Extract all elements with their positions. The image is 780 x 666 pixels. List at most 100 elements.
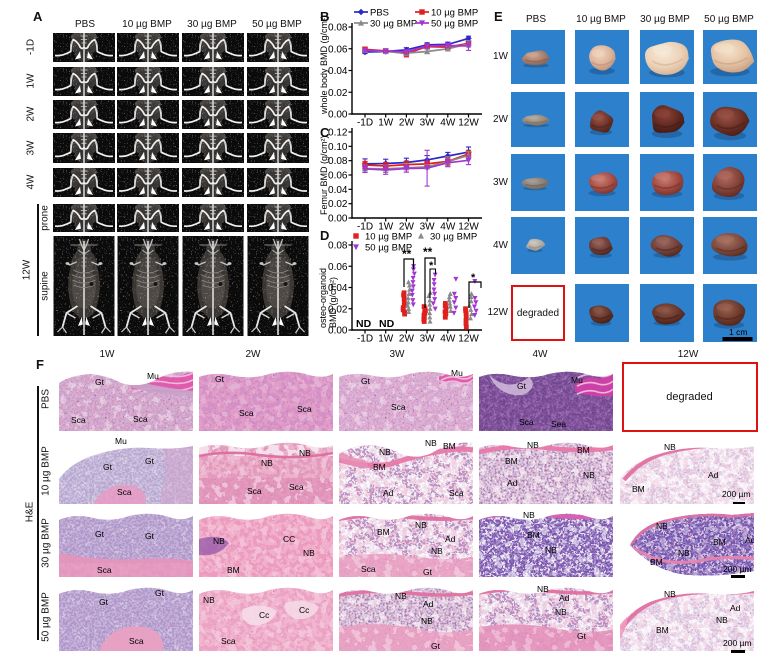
svg-text:NB: NB [716, 615, 728, 625]
svg-text:Sca: Sca [117, 487, 132, 497]
svg-text:NB: NB [421, 616, 433, 626]
svg-text:BM: BM [650, 557, 663, 567]
svg-text:50 µg BMP: 50 µg BMP [365, 243, 412, 254]
svg-text:Cc: Cc [259, 610, 270, 620]
svg-text:0.04: 0.04 [328, 283, 348, 294]
svg-text:Sca: Sca [133, 414, 148, 424]
svg-text:Sca: Sca [71, 415, 86, 425]
svg-text:BMD (g/cm²): BMD (g/cm²) [328, 277, 338, 328]
svg-text:Gt: Gt [361, 376, 371, 386]
svg-text:BM: BM [713, 537, 726, 547]
svg-text:Ad: Ad [559, 593, 570, 603]
svg-text:Ad: Ad [445, 534, 456, 544]
svg-text:0.00: 0.00 [328, 326, 348, 337]
svg-text:30 µg BMP: 30 µg BMP [370, 19, 417, 30]
svg-text:NB: NB [379, 447, 391, 457]
svg-text:1W: 1W [378, 118, 394, 129]
svg-text:0.02: 0.02 [328, 88, 348, 99]
svg-text:12W: 12W [458, 334, 479, 345]
svg-text:-1D: -1D [357, 222, 373, 233]
svg-text:0.04: 0.04 [328, 66, 348, 77]
svg-text:NB: NB [203, 595, 215, 605]
svg-text:NB: NB [545, 545, 557, 555]
svg-text:Sca: Sca [97, 565, 112, 575]
svg-text:Sea: Sea [551, 419, 566, 429]
svg-text:NB: NB [678, 548, 690, 558]
svg-text:Sca: Sca [297, 404, 312, 414]
svg-text:200 µm: 200 µm [723, 564, 752, 574]
svg-text:Sca: Sca [247, 486, 262, 496]
svg-text:whole body BMD (g/cm²): whole body BMD (g/cm²) [319, 15, 329, 115]
svg-text:NB: NB [555, 607, 567, 617]
svg-text:NB: NB [664, 442, 676, 452]
svg-text:NB: NB [527, 440, 539, 450]
svg-text:4W: 4W [440, 118, 456, 129]
svg-text:12W: 12W [458, 222, 479, 233]
svg-text:0.06: 0.06 [328, 44, 348, 55]
svg-text:-1D: -1D [357, 334, 373, 345]
svg-text:Ad: Ad [507, 478, 518, 488]
svg-text:Mu: Mu [115, 438, 127, 446]
svg-text:BM: BM [632, 484, 645, 494]
svg-text:NB: NB [261, 458, 273, 468]
svg-text:BM: BM [527, 530, 540, 540]
svg-text:0.02: 0.02 [328, 304, 348, 315]
svg-text:12W: 12W [458, 118, 479, 129]
svg-text:4W: 4W [440, 222, 456, 233]
svg-text:Gt: Gt [145, 456, 155, 466]
svg-text:0.08: 0.08 [328, 156, 348, 167]
svg-text:-1D: -1D [357, 118, 373, 129]
svg-text:Sca: Sca [289, 482, 304, 492]
svg-text:0.08: 0.08 [328, 241, 348, 252]
svg-text:NB: NB [213, 536, 225, 546]
svg-text:0.04: 0.04 [328, 185, 348, 196]
svg-text:Ad: Ad [745, 535, 754, 545]
svg-text:NB: NB [395, 591, 407, 601]
svg-text:NB: NB [664, 589, 676, 599]
svg-text:**: ** [402, 247, 412, 261]
svg-text:NB: NB [299, 448, 311, 458]
svg-text:Gt: Gt [95, 377, 105, 387]
svg-text:NB: NB [415, 520, 427, 530]
svg-text:BM: BM [656, 625, 669, 635]
svg-text:0.00: 0.00 [328, 214, 348, 225]
svg-text:Femur BMD (g/cm²): Femur BMD (g/cm²) [319, 136, 329, 216]
svg-text:Gt: Gt [517, 381, 527, 391]
svg-text:Gt: Gt [431, 641, 441, 651]
svg-text:4W: 4W [440, 334, 456, 345]
svg-text:NB: NB [303, 548, 315, 558]
svg-text:30 µg BMP: 30 µg BMP [430, 232, 477, 243]
svg-text:Mu: Mu [147, 371, 159, 381]
svg-text:0.00: 0.00 [328, 110, 348, 121]
svg-text:NB: NB [523, 510, 535, 520]
svg-text:0.12: 0.12 [328, 128, 348, 139]
svg-text:Sca: Sca [239, 408, 254, 418]
svg-text:Gt: Gt [155, 588, 165, 598]
svg-text:NB: NB [656, 521, 668, 531]
svg-text:0.06: 0.06 [328, 171, 348, 182]
svg-text:Mu: Mu [571, 375, 583, 385]
svg-text:0.08: 0.08 [328, 23, 348, 34]
svg-text:PBS: PBS [370, 8, 389, 19]
svg-text:Gt: Gt [95, 529, 105, 539]
svg-text:BM: BM [577, 445, 590, 455]
svg-text:Gt: Gt [215, 374, 225, 384]
svg-text:0.06: 0.06 [328, 262, 348, 273]
svg-text:Sca: Sca [449, 488, 464, 498]
svg-text:1W: 1W [378, 334, 394, 345]
svg-text:BM: BM [373, 462, 386, 472]
svg-text:3W: 3W [420, 222, 436, 233]
svg-text:2W: 2W [399, 334, 415, 345]
svg-text:Sca: Sca [361, 564, 376, 574]
svg-text:CC: CC [283, 534, 295, 544]
svg-text:Gt: Gt [577, 631, 587, 641]
svg-text:1W: 1W [378, 222, 394, 233]
svg-text:Gt: Gt [145, 531, 155, 541]
svg-text:**: ** [423, 245, 433, 259]
svg-text:ND: ND [356, 318, 372, 330]
svg-text:Mu: Mu [451, 368, 463, 378]
svg-text:10 µg BMP: 10 µg BMP [365, 232, 412, 243]
svg-text:BM: BM [227, 565, 240, 575]
svg-text:Sca: Sca [129, 636, 144, 646]
svg-text:Cc: Cc [299, 605, 310, 615]
